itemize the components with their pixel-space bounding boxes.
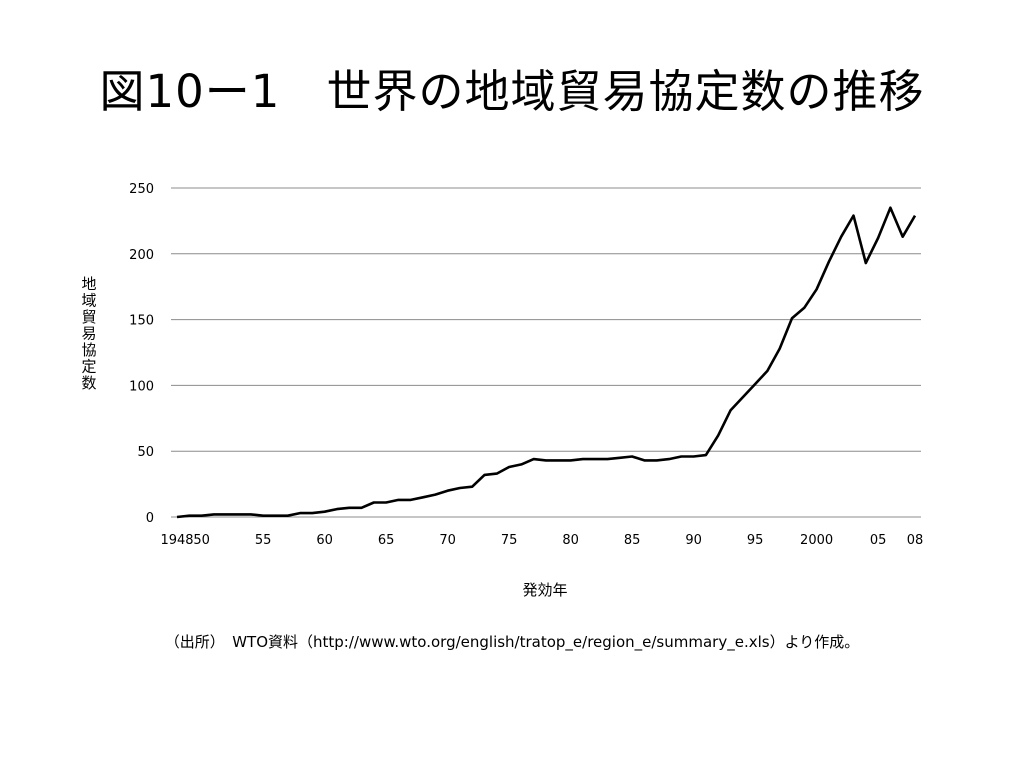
y-tick-label: 250 xyxy=(129,182,154,197)
x-tick-label: 08 xyxy=(907,533,924,548)
x-tick-label: 85 xyxy=(624,533,641,548)
x-tick-label: 90 xyxy=(685,533,702,548)
x-tick-label: 1948 xyxy=(160,533,193,548)
slide-title: 図10ー1 世界の地域貿易協定数の推移 xyxy=(99,65,925,118)
x-tick-label: 55 xyxy=(255,533,272,548)
x-tick-label: 70 xyxy=(439,533,456,548)
y-axis-ticks: 0 50 100 150 200 250 xyxy=(129,182,154,526)
y-tick-label: 0 xyxy=(146,511,154,526)
x-tick-label: 80 xyxy=(562,533,579,548)
y-tick-label: 50 xyxy=(137,445,154,460)
y-tick-label: 150 xyxy=(129,314,154,329)
x-tick-label: 75 xyxy=(501,533,518,548)
gridlines xyxy=(171,187,921,452)
x-tick-label: 05 xyxy=(870,533,887,548)
y-axis-title: 地域貿易協定数 xyxy=(81,275,96,392)
y-tick-label: 100 xyxy=(129,379,154,394)
series-line xyxy=(176,206,917,519)
source-note: （出所） WTO資料（http://www.wto.org/english/tr… xyxy=(164,633,860,651)
x-axis-ticks: 1948 50 55 60 65 70 75 80 85 90 95 2000 05 08 xyxy=(160,533,923,548)
x-axis-title: 発効年 xyxy=(522,581,567,599)
y-tick-label: 200 xyxy=(129,248,154,263)
x-tick-label: 2000 xyxy=(800,533,833,548)
x-tick-label: 95 xyxy=(747,533,764,548)
x-tick-label: 60 xyxy=(316,533,333,548)
x-tick-label: 50 xyxy=(193,533,210,548)
x-tick-label: 65 xyxy=(378,533,395,548)
